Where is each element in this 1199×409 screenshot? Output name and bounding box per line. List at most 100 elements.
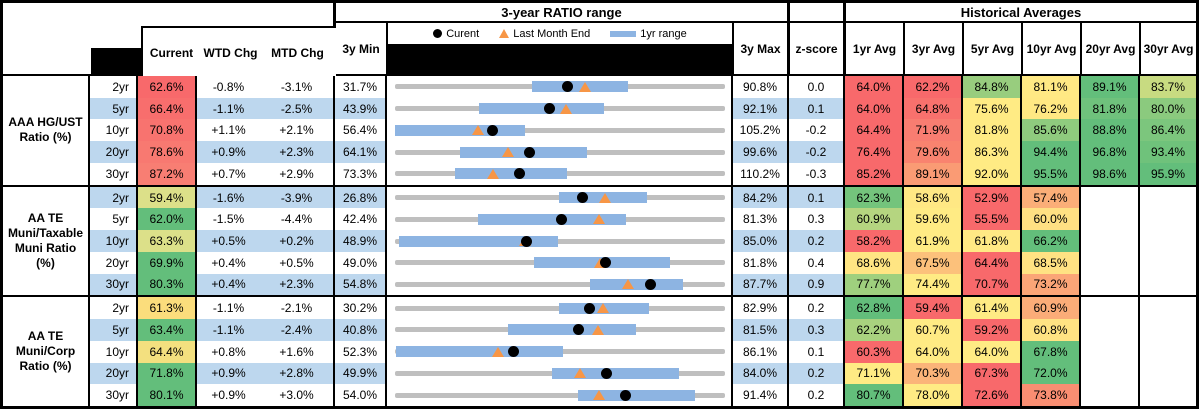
avg-cell: 57.4% bbox=[1022, 186, 1081, 209]
avg-cell: 62.2% bbox=[845, 319, 904, 341]
avg-cell bbox=[1081, 384, 1140, 407]
wtd-chg-cell: +1.1% bbox=[197, 119, 260, 142]
mtd-chg-cell: +2.1% bbox=[260, 119, 335, 142]
avg-cell: 96.8% bbox=[1081, 141, 1140, 163]
tenor-column-header bbox=[91, 48, 141, 79]
tenor-cell: 30yr bbox=[90, 162, 138, 185]
table-row: 30yr 80.1% +0.9% +3.0% 54.0% 91.4% 0.2 80.7% 78.… bbox=[90, 384, 1199, 407]
avg-cell bbox=[1140, 340, 1199, 363]
wtd-chg-column-header: WTD Chg bbox=[203, 45, 258, 60]
legend-current-label: Curent bbox=[446, 27, 480, 40]
avg-cell: 70.7% bbox=[963, 273, 1022, 296]
current-cell: 69.9% bbox=[138, 251, 197, 274]
z-score-cell: 0.0 bbox=[789, 76, 845, 98]
last-month-end-triangle bbox=[487, 168, 500, 179]
1yr-range-bar bbox=[577, 389, 695, 401]
30yr-avg-column-header: 30yr Avg bbox=[1141, 23, 1196, 74]
current-column-header: Current bbox=[149, 45, 194, 60]
range-chart-cell bbox=[387, 162, 733, 185]
tenor-cell: 10yr bbox=[90, 340, 138, 363]
avg-cell: 71.1% bbox=[845, 362, 904, 385]
avg-cell: 67.8% bbox=[1022, 340, 1081, 363]
last-month-end-triangle bbox=[598, 192, 611, 203]
last-month-end-triangle bbox=[472, 125, 485, 136]
z-score-cell: 0.3 bbox=[789, 208, 845, 231]
avg-cell bbox=[1081, 340, 1140, 363]
wtd-chg-cell: -1.1% bbox=[197, 319, 260, 341]
avg-cell: 58.2% bbox=[845, 230, 904, 252]
current-dot bbox=[562, 81, 573, 93]
mtd-chg-cell: -2.4% bbox=[260, 319, 335, 341]
3y-min-cell: 42.4% bbox=[335, 208, 387, 231]
table-row: 20yr 71.8% +0.9% +2.8% 49.9% 84.0% 0.2 71.1% 70.… bbox=[90, 362, 1199, 385]
current-dot bbox=[555, 213, 567, 225]
avg-cell: 76.4% bbox=[845, 141, 904, 163]
tenor-cell: 20yr bbox=[90, 251, 138, 274]
avg-cell: 93.4% bbox=[1140, 141, 1199, 163]
3y-max-cell: 87.7% bbox=[733, 273, 789, 296]
1yr-range-bar bbox=[395, 124, 525, 136]
table-row: 20yr 69.9% +0.4% +0.5% 49.0% 81.8% 0.4 68.6% 67.… bbox=[90, 251, 1199, 274]
avg-cell: 60.9% bbox=[845, 208, 904, 231]
range-chart-cell bbox=[387, 362, 733, 385]
avg-cell: 78.0% bbox=[904, 384, 963, 407]
3y-range-track bbox=[395, 392, 725, 398]
1yr-range-bar bbox=[398, 235, 558, 247]
z-score-cell: 0.2 bbox=[789, 230, 845, 252]
section-label: AA TE Muni/Taxable Muni Ratio (%) bbox=[0, 186, 90, 296]
wtd-chg-cell: -1.5% bbox=[197, 208, 260, 231]
avg-cell: 89.1% bbox=[1081, 76, 1140, 98]
wtd-chg-cell: +0.9% bbox=[197, 362, 260, 385]
z-score-cell: -0.2 bbox=[789, 119, 845, 142]
avg-cell bbox=[1140, 319, 1199, 341]
tenor-cell: 2yr bbox=[90, 76, 138, 98]
1yr-range-bar bbox=[478, 103, 604, 115]
range-chart-cell bbox=[387, 208, 733, 231]
avg-cell: 85.2% bbox=[845, 162, 904, 185]
3y-min-cell: 43.9% bbox=[335, 97, 387, 120]
1yr-range-bar bbox=[460, 146, 588, 158]
3y-min-cell: 54.8% bbox=[335, 273, 387, 296]
avg-cell bbox=[1140, 230, 1199, 252]
current-dot-icon bbox=[433, 29, 443, 38]
avg-cell: 64.0% bbox=[845, 97, 904, 120]
mtd-chg-cell: -2.1% bbox=[260, 297, 335, 320]
current-cell: 80.1% bbox=[138, 384, 197, 407]
avg-cell bbox=[1140, 251, 1199, 274]
avg-cell bbox=[1081, 362, 1140, 385]
current-dot bbox=[599, 257, 611, 269]
avg-cell: 68.5% bbox=[1022, 251, 1081, 274]
last-month-end-triangle bbox=[592, 214, 605, 225]
avg-cell: 67.3% bbox=[963, 362, 1022, 385]
3y-max-cell: 92.1% bbox=[733, 97, 789, 120]
chart-group-title: 3-year RATIO range bbox=[336, 3, 787, 21]
3y-max-cell: 84.2% bbox=[733, 186, 789, 209]
last-month-end-triangle bbox=[573, 368, 586, 379]
wtd-chg-cell: +0.7% bbox=[197, 162, 260, 185]
value-columns-header: Current WTD Chg MTD Chg bbox=[141, 26, 338, 79]
current-dot bbox=[524, 146, 536, 158]
3y-min-cell: 52.3% bbox=[335, 340, 387, 363]
current-cell: 70.8% bbox=[138, 119, 197, 142]
tenor-cell: 5yr bbox=[90, 97, 138, 120]
range-chart-cell bbox=[387, 297, 733, 320]
3y-max-cell: 90.8% bbox=[733, 76, 789, 98]
5yr-avg-column-header: 5yr Avg bbox=[964, 23, 1021, 74]
avg-cell: 52.9% bbox=[963, 186, 1022, 209]
tenor-cell: 10yr bbox=[90, 230, 138, 252]
current-cell: 63.3% bbox=[138, 230, 197, 252]
z-score-cell: 0.2 bbox=[789, 297, 845, 320]
avg-cell: 73.2% bbox=[1022, 273, 1081, 296]
z-score-cell: 0.2 bbox=[789, 384, 845, 407]
current-cell: 62.0% bbox=[138, 208, 197, 231]
avg-cell: 95.5% bbox=[1022, 162, 1081, 185]
3y-range-track bbox=[395, 281, 725, 287]
3yr-avg-column-header: 3yr Avg bbox=[905, 23, 962, 74]
avg-cell: 70.3% bbox=[904, 362, 963, 385]
last-month-end-triangle bbox=[560, 103, 573, 114]
historical-averages-title: Historical Averages bbox=[846, 3, 1196, 21]
range-chart-cell bbox=[387, 76, 733, 98]
mtd-chg-cell: -4.4% bbox=[260, 208, 335, 231]
3y-max-cell: 91.4% bbox=[733, 384, 789, 407]
